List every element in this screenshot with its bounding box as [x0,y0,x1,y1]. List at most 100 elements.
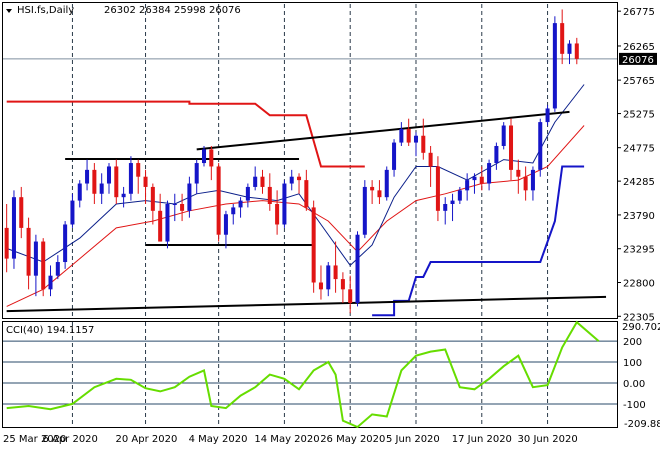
candle-body [11,197,16,259]
candle-body [377,190,382,198]
candle-body [99,183,104,194]
candle-body [165,204,170,242]
candle-body [4,227,9,259]
candle-body [121,193,126,198]
candle-body [289,176,294,184]
candle-body [494,145,499,164]
candle-body [26,227,31,276]
price-tick-label: 24775 [623,144,655,155]
cci-tick-label: 200 [623,337,642,348]
candle-body [128,163,133,194]
candle-body [106,166,111,184]
candle-body [202,149,207,164]
candle-body [538,122,543,170]
candle-body [136,163,141,177]
lower-channel-line [372,165,585,317]
last-price-box [619,52,657,65]
price-tick-label: 25275 [623,110,655,121]
cci-axis: 200 100 0.00 -100 [623,337,646,411]
dropdown-arrow-icon[interactable] [6,9,12,13]
candle-body [333,265,338,280]
candle-body [194,163,199,184]
candle-body [85,169,90,184]
price-tick-label: 24285 [623,177,655,188]
candle-body [223,214,228,235]
candle-body [530,169,535,191]
symbol-label: HSI.fs,Daily [17,5,74,16]
candle-body [428,152,433,167]
cci-max-label: 290.7027 [622,322,660,333]
price-tick-label: 22800 [623,279,655,290]
price-axis: 26775 26265 25765 25275 24775 24285 23790 23295… [617,7,657,323]
candle-body [479,176,484,184]
candle-body [260,176,265,187]
candle-body [253,176,258,187]
candle-body [245,186,250,201]
candle-body [311,207,316,283]
candle-body [318,282,323,290]
last-price-label: 26076 [622,55,654,66]
candle-body [465,180,470,191]
trend-line[interactable] [196,110,570,151]
time-tick-label: 20 Apr 2020 [116,434,178,445]
candle-body [63,224,68,263]
candle-body [275,204,280,225]
candle-body [509,125,514,170]
cci-label: CCI(40) 194.1157 [6,325,94,336]
candle-body [355,234,360,303]
ohlc-values: 26302 26384 25998 26076 [104,5,241,16]
candle-body [516,169,521,177]
candle-body [267,186,272,205]
candle-body [238,200,243,208]
candle-body [70,200,75,225]
candle-body [348,289,353,303]
candle-body [216,166,221,235]
candle-body [297,176,302,181]
candle-body [187,183,192,211]
cci-min-label: -209.886 [624,419,660,430]
candle-body [77,183,82,201]
candle-body [362,186,367,235]
candle-body [172,204,177,206]
candle-body [574,43,579,59]
price-tick-label: 23295 [623,245,655,256]
candle-body [180,204,185,211]
candle-body [567,43,572,54]
cci-line [6,320,600,429]
candle-body [143,176,148,187]
candle-body [472,176,477,181]
candle-body [150,186,155,211]
price-panel-frame [2,2,618,319]
candle-body [457,190,462,201]
candle-body [55,262,60,276]
time-tick-label: 4 May 2020 [189,434,248,445]
candle-body [413,135,418,143]
candle-body [384,169,389,198]
time-tick-label: 5 Jun 2020 [386,434,440,445]
candle-body [370,186,375,191]
candle-body [282,183,287,225]
candle-body [92,169,97,194]
candle-body [406,128,411,143]
candle-body [435,166,440,211]
candle-body [545,108,550,123]
candle-body [304,180,309,208]
candle-body [326,265,331,290]
cci-tick-label: -100 [623,400,646,411]
trend-line[interactable] [6,295,607,313]
time-tick-label: 26 May 2020 [320,434,385,445]
candle-body [340,279,345,290]
candle-body [209,149,214,167]
price-tick-label: 26775 [623,7,655,18]
price-tick-label: 26265 [623,42,655,53]
candle-body [443,204,448,211]
candle-body [552,23,557,109]
time-tick-label: 17 Jun 2020 [452,434,512,445]
candle-body [392,142,397,170]
price-tick-label: 25765 [623,76,655,87]
candle-body [231,207,236,215]
price-tick-label: 22305 [623,312,655,323]
candle-body [158,210,163,242]
